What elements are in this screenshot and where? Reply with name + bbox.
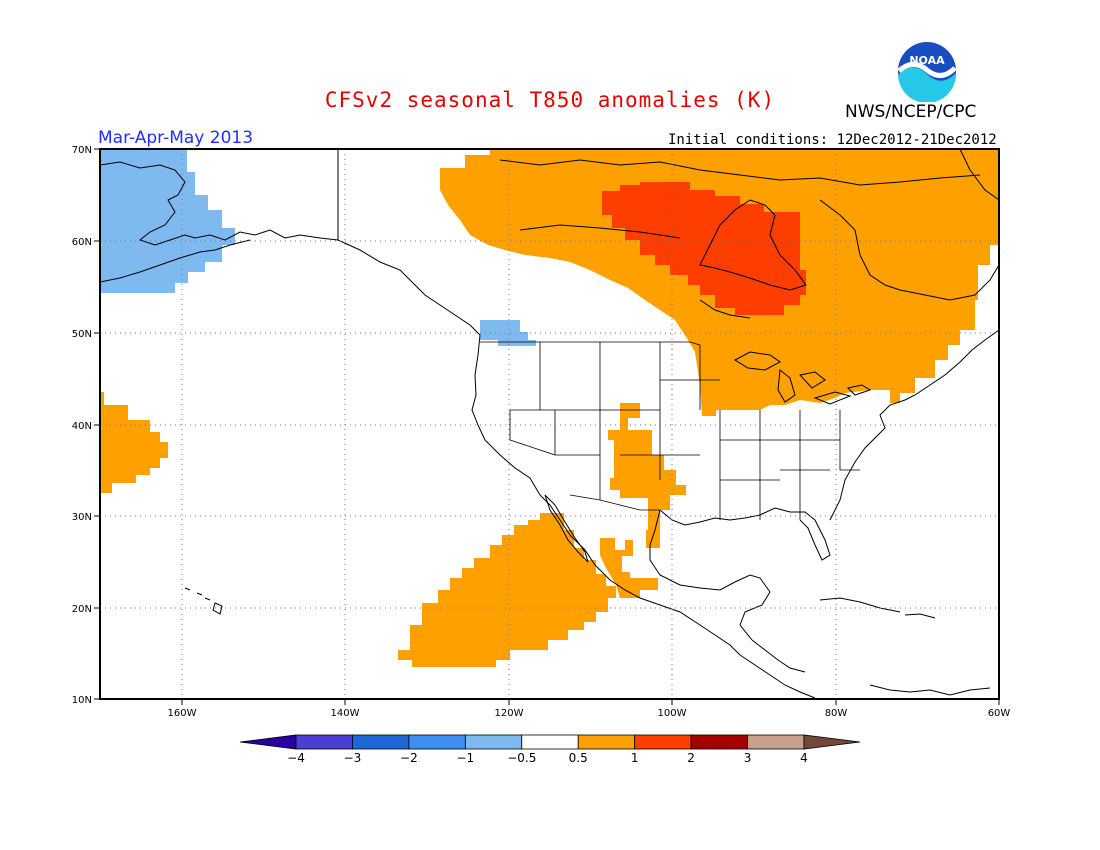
noaa-logo: NOAA	[897, 42, 957, 102]
lat-label-20n: 20N	[72, 604, 92, 615]
lon-label-140w: 140W	[331, 708, 360, 719]
colorbar-segment	[352, 734, 410, 750]
hawaii-islands	[184, 587, 223, 615]
initial-conditions-label: Initial conditions: 12Dec2012-21Dec2012	[668, 132, 997, 148]
anomaly-region-mexico-pacific	[398, 513, 616, 667]
colorbar-tick-label: −2	[400, 751, 418, 765]
anomaly-region-southern-plains	[608, 403, 686, 530]
colorbar-segment	[295, 734, 353, 750]
lon-label-80w: 80W	[825, 708, 848, 719]
anomaly-region-pacific-northwest	[480, 320, 536, 346]
lat-label-40n: 40N	[72, 421, 92, 432]
colorbar: −4 −3 −2 −1 −0.5 0.5 1 2 3 4	[239, 734, 861, 765]
anomaly-region-gulf-california	[600, 538, 658, 598]
colorbar-tick-label: 0.5	[569, 751, 588, 765]
colorbar-tick-label: −1	[456, 751, 474, 765]
season-label: Mar-Apr-May 2013	[98, 128, 254, 148]
lon-label-120w: 120W	[495, 708, 524, 719]
colorbar-segment	[464, 734, 523, 750]
lon-label-100w: 100W	[658, 708, 687, 719]
colorbar-tick-label: −0.5	[507, 751, 536, 765]
great-lakes	[733, 351, 872, 405]
colorbar-segment	[634, 734, 692, 750]
colorbar-segment	[747, 734, 805, 750]
colorbar-segment	[690, 734, 748, 750]
lat-label-70n: 70N	[72, 145, 92, 156]
noaa-logo-text: NOAA	[909, 54, 945, 67]
map-frame	[99, 148, 1000, 700]
lat-label-50n: 50N	[72, 329, 92, 340]
longitude-labels: 160W 140W 120W 100W 80W 60W	[168, 708, 1011, 719]
tick-marks	[94, 148, 1000, 705]
organization-label: NWS/NCEP/CPC	[845, 102, 977, 122]
colorbar-tick-label: −4	[287, 751, 305, 765]
colorbar-tick-label: 2	[687, 751, 695, 765]
coastline-layer	[100, 149, 999, 699]
lon-label-60w: 60W	[988, 708, 1011, 719]
colorbar-tick-label: 3	[744, 751, 752, 765]
colorbar-segment	[239, 734, 297, 750]
political-borders	[480, 341, 860, 520]
anomaly-region-central-pacific	[100, 392, 168, 493]
map-title: CFSv2 seasonal T850 anomalies (K)	[324, 88, 776, 112]
latitude-labels: 70N 60N 50N 40N 30N 20N 10N	[72, 145, 92, 706]
colorbar-segment	[408, 734, 466, 750]
grid-lines	[100, 149, 999, 699]
anomaly-region-texas-coast	[646, 530, 660, 548]
lon-label-160w: 160W	[168, 708, 197, 719]
colorbar-segment	[803, 734, 861, 750]
colorbar-tick-label: 4	[800, 751, 808, 765]
colorbar-tick-label: 1	[631, 751, 639, 765]
colorbar-tick-label: −3	[344, 751, 362, 765]
lat-label-60n: 60N	[72, 237, 92, 248]
colorbar-segment	[521, 734, 579, 750]
lat-label-30n: 30N	[72, 512, 92, 523]
anomaly-region-hudson-bay	[602, 182, 806, 315]
colorbar-segment	[577, 734, 636, 750]
lat-label-10n: 10N	[72, 695, 92, 706]
